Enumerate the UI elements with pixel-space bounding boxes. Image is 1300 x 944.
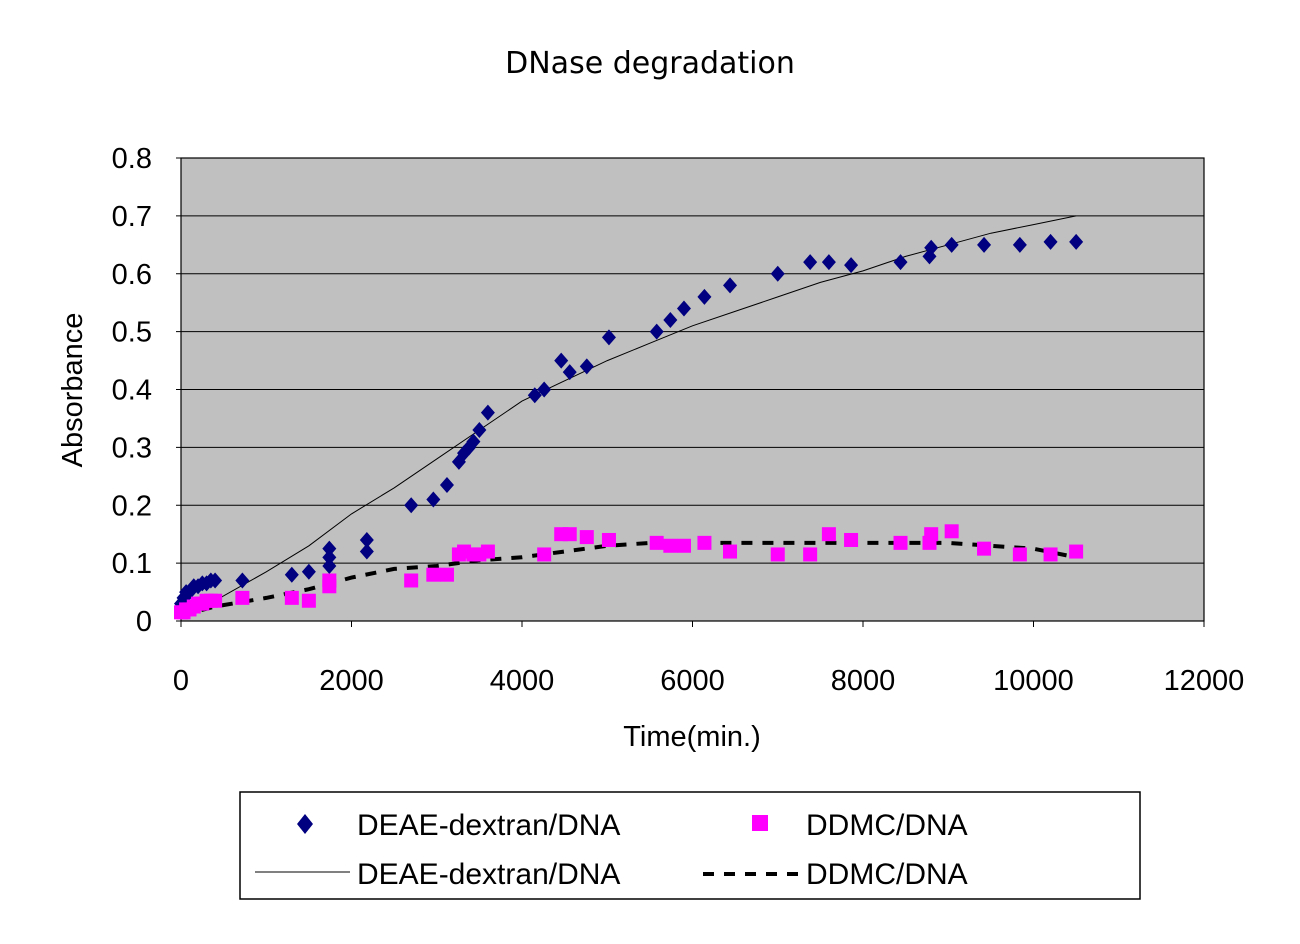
x-tick-label-2: 4000 bbox=[490, 665, 555, 697]
legend-label-deae-points: DEAE-dextran/DNA bbox=[357, 809, 620, 842]
data-point-deae-47 bbox=[1012, 236, 1027, 253]
data-point-ddmc-42 bbox=[1012, 547, 1027, 562]
y-tick-label-4: 0.4 bbox=[112, 375, 152, 407]
data-point-ddmc-31 bbox=[697, 535, 712, 550]
data-point-deae-26 bbox=[480, 404, 495, 421]
legend-marker-square bbox=[752, 815, 768, 831]
x-tick-label-4: 8000 bbox=[831, 665, 896, 697]
data-point-ddmc-32 bbox=[723, 544, 738, 559]
x-tick-label-0: 0 bbox=[173, 665, 189, 697]
data-point-deae-43 bbox=[922, 248, 937, 265]
x-tick-label-3: 6000 bbox=[660, 665, 725, 697]
data-point-deae-38 bbox=[770, 265, 785, 282]
y-tick-label-3: 0.3 bbox=[112, 432, 152, 464]
data-point-ddmc-22 bbox=[480, 544, 495, 559]
data-point-ddmc-35 bbox=[821, 527, 836, 542]
data-point-deae-20 bbox=[439, 476, 454, 493]
data-point-ddmc-37 bbox=[893, 535, 908, 550]
data-point-deae-35 bbox=[676, 300, 691, 317]
legend-label-ddmc-line: DDMC/DNA bbox=[806, 858, 968, 891]
data-point-ddmc-33 bbox=[770, 547, 785, 562]
y-tick-label-2: 0.2 bbox=[112, 490, 152, 522]
data-point-ddmc-25 bbox=[562, 527, 577, 542]
data-point-deae-16 bbox=[359, 543, 374, 560]
chart-title: DNase degradation bbox=[505, 46, 795, 81]
data-point-deae-39 bbox=[803, 254, 818, 271]
data-point-ddmc-14 bbox=[322, 573, 337, 588]
plot-area bbox=[174, 157, 1205, 627]
data-point-ddmc-43 bbox=[1043, 547, 1058, 562]
data-point-deae-49 bbox=[1069, 233, 1084, 250]
data-point-ddmc-16 bbox=[426, 567, 441, 582]
data-point-ddmc-34 bbox=[803, 547, 818, 562]
data-point-deae-37 bbox=[723, 277, 738, 294]
data-point-deae-31 bbox=[579, 358, 594, 375]
data-point-ddmc-11 bbox=[284, 590, 299, 605]
data-point-ddmc-27 bbox=[601, 532, 616, 547]
data-point-deae-42 bbox=[893, 254, 908, 271]
data-point-deae-34 bbox=[663, 312, 678, 329]
data-point-deae-18 bbox=[404, 497, 419, 514]
data-point-ddmc-41 bbox=[977, 541, 992, 556]
data-point-deae-36 bbox=[697, 288, 712, 305]
data-point-ddmc-9 bbox=[208, 593, 223, 608]
data-point-deae-33 bbox=[649, 323, 664, 340]
data-point-ddmc-17 bbox=[439, 567, 454, 582]
data-point-deae-17 bbox=[359, 531, 374, 548]
data-point-deae-15 bbox=[322, 540, 337, 557]
y-tick-label-8: 0.8 bbox=[112, 143, 152, 175]
data-point-deae-44 bbox=[924, 239, 939, 256]
x-axis-label: Time(min.) bbox=[623, 721, 760, 753]
data-point-deae-13 bbox=[322, 558, 337, 575]
x-tick-label-1: 2000 bbox=[319, 665, 384, 697]
y-tick-label-6: 0.6 bbox=[112, 259, 152, 291]
data-point-deae-29 bbox=[554, 352, 569, 369]
data-point-ddmc-30 bbox=[676, 538, 691, 553]
data-point-deae-27 bbox=[527, 387, 542, 404]
y-axis-label: Absorbance bbox=[57, 313, 89, 468]
data-point-ddmc-29 bbox=[663, 538, 678, 553]
x-tick-label-5: 10000 bbox=[993, 665, 1074, 697]
data-point-deae-28 bbox=[537, 381, 552, 398]
data-point-deae-30 bbox=[562, 364, 577, 381]
data-point-ddmc-15 bbox=[404, 573, 419, 588]
data-point-ddmc-39 bbox=[924, 527, 939, 542]
y-tick-label-7: 0.7 bbox=[112, 201, 152, 233]
data-point-deae-24 bbox=[466, 433, 481, 450]
data-point-ddmc-36 bbox=[844, 532, 859, 547]
data-point-ddmc-40 bbox=[944, 524, 959, 539]
data-point-deae-11 bbox=[284, 566, 299, 583]
y-tick-label-0: 0 bbox=[136, 606, 152, 638]
data-point-ddmc-44 bbox=[1069, 544, 1084, 559]
data-point-deae-19 bbox=[426, 491, 441, 508]
data-point-deae-46 bbox=[977, 236, 992, 253]
legend-label-deae-line: DEAE-dextran/DNA bbox=[357, 858, 620, 891]
y-tick-label-5: 0.5 bbox=[112, 317, 152, 349]
data-point-deae-10 bbox=[235, 572, 250, 589]
data-point-ddmc-12 bbox=[301, 593, 316, 608]
data-point-deae-45 bbox=[944, 236, 959, 253]
data-point-ddmc-26 bbox=[579, 530, 594, 545]
data-point-deae-41 bbox=[844, 257, 859, 274]
legend: DEAE-dextran/DNA DDMC/DNA DEAE-dextran/D… bbox=[239, 791, 1141, 900]
data-point-deae-25 bbox=[472, 422, 487, 439]
data-point-ddmc-10 bbox=[235, 590, 250, 605]
y-tick-label-1: 0.1 bbox=[112, 548, 152, 580]
legend-box bbox=[239, 791, 1141, 900]
data-point-deae-12 bbox=[301, 563, 316, 580]
data-point-deae-48 bbox=[1043, 233, 1058, 250]
plot-border bbox=[180, 157, 1205, 622]
data-point-deae-32 bbox=[601, 329, 616, 346]
x-tick-label-6: 12000 bbox=[1164, 665, 1245, 697]
legend-marker-diamond bbox=[297, 814, 313, 834]
data-point-deae-9 bbox=[208, 572, 223, 589]
data-point-ddmc-23 bbox=[537, 547, 552, 562]
data-point-ddmc-28 bbox=[649, 535, 664, 550]
data-point-deae-14 bbox=[322, 549, 337, 566]
legend-label-ddmc-points: DDMC/DNA bbox=[806, 809, 968, 842]
data-point-deae-40 bbox=[821, 254, 836, 271]
